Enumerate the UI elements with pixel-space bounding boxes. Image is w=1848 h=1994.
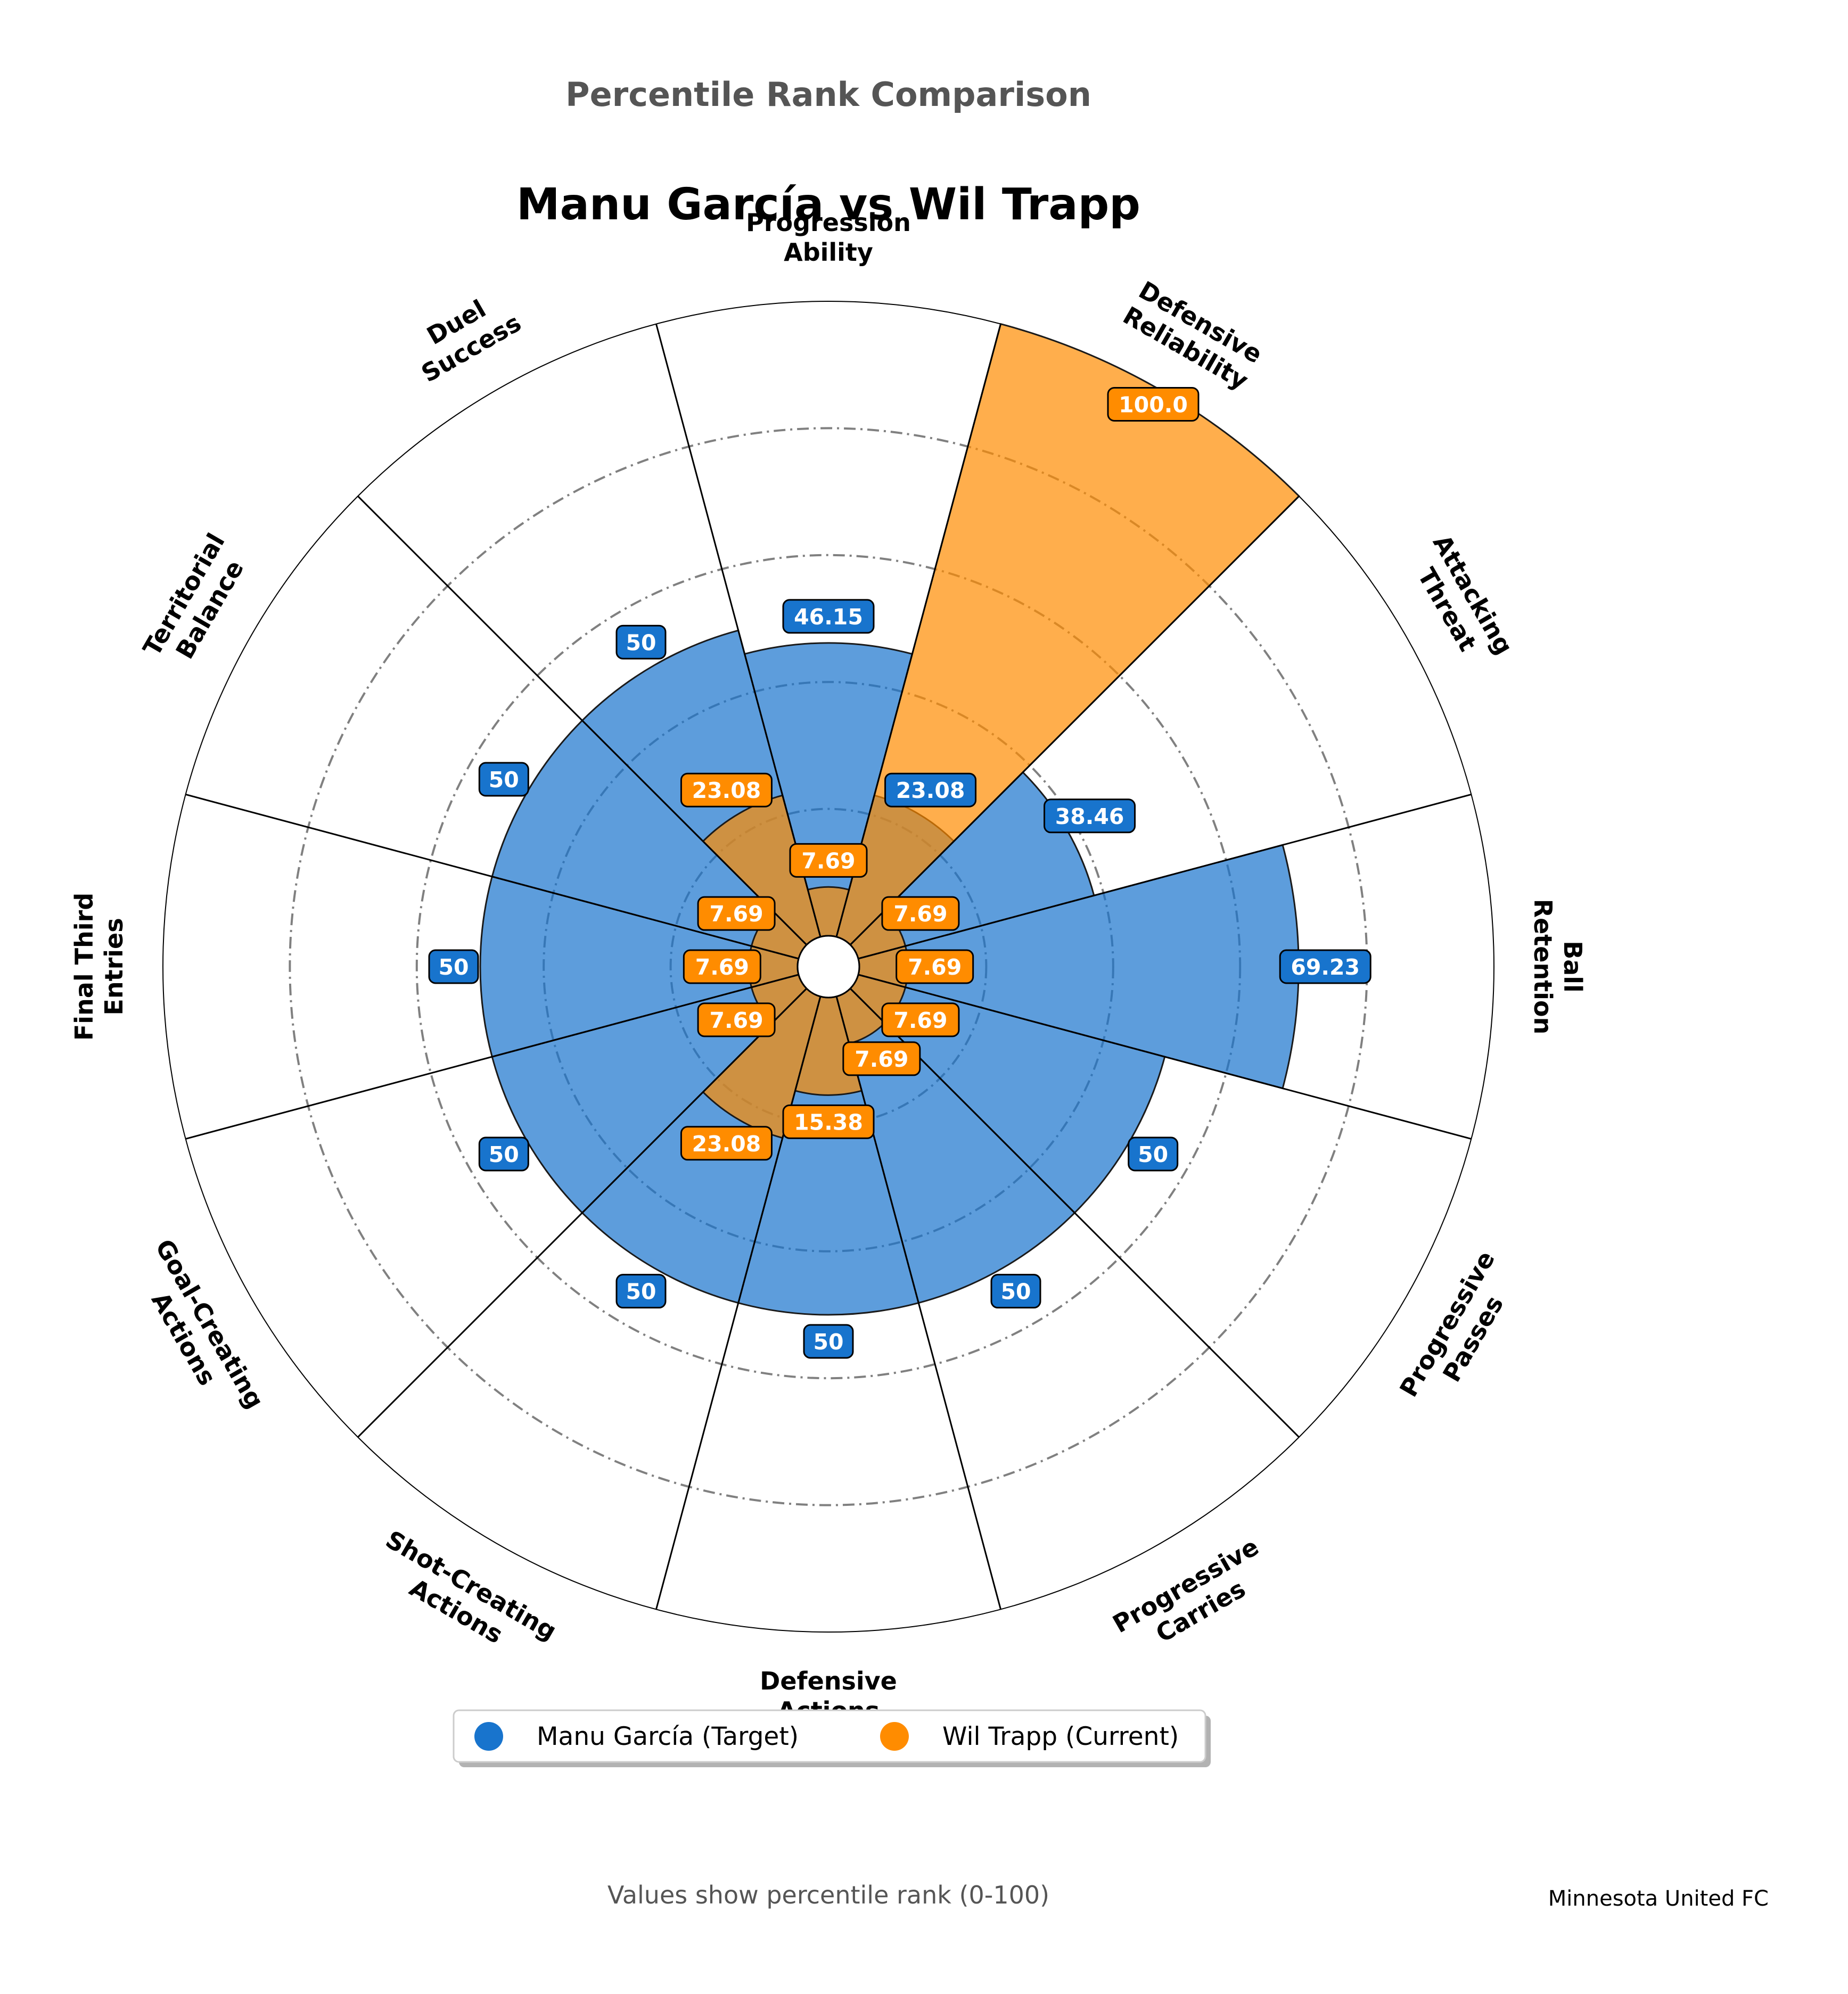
value-box-target-1 xyxy=(884,772,977,808)
value-label-current-11: 23.08 xyxy=(692,778,761,803)
polar-plot: Progression Ability DefensiveReliability At… xyxy=(70,208,1587,1725)
center-hole xyxy=(796,935,860,999)
legend-marker-target xyxy=(474,1722,503,1751)
value-box-target-5 xyxy=(990,1274,1041,1309)
spoke-5 xyxy=(835,996,1001,1610)
value-box-target-6 xyxy=(803,1324,854,1359)
chart-title: Manu García vs Wil Trapp xyxy=(516,179,1140,230)
legend-marker-current xyxy=(880,1722,909,1751)
spoke-7 xyxy=(357,987,808,1438)
spoke-3 xyxy=(858,974,1472,1140)
legend-label-target: Manu García (Target) xyxy=(537,1722,799,1751)
category-label-3: BallRetention xyxy=(1529,899,1587,1035)
footer-note: Values show percentile rank (0-100) xyxy=(607,1881,1049,1909)
value-box-target-2 xyxy=(1044,798,1136,834)
value-box-target-8 xyxy=(478,1136,529,1172)
value-box-target-10 xyxy=(478,762,529,797)
value-box-current-3 xyxy=(896,949,974,984)
value-label-current-2: 7.69 xyxy=(893,901,947,927)
value-label-target-9: 50 xyxy=(438,954,469,980)
value-box-current-7 xyxy=(680,1126,773,1161)
value-label-current-6: 15.38 xyxy=(794,1109,863,1135)
spoke-1 xyxy=(849,496,1300,946)
value-label-target-3: 69.23 xyxy=(1291,954,1360,980)
spoke-9 xyxy=(185,794,799,960)
value-box-current-8 xyxy=(697,1002,776,1037)
category-label-11: DuelSuccess xyxy=(401,282,526,388)
value-box-target-3 xyxy=(1279,949,1371,984)
value-box-current-0 xyxy=(789,843,868,878)
spoke-6 xyxy=(655,996,822,1610)
value-label-target-0: 46.15 xyxy=(794,604,863,630)
value-label-target-6: 50 xyxy=(813,1329,843,1355)
spoke-8 xyxy=(185,974,799,1140)
value-label-target-1: 23.08 xyxy=(896,778,965,803)
spoke-11 xyxy=(655,324,822,937)
value-box-current-4 xyxy=(881,1002,960,1037)
legend: Manu García (Target) Wil Trapp (Current) xyxy=(453,1709,1211,1767)
category-label-2: AttackingThreat xyxy=(1401,530,1518,674)
value-label-target-2: 38.46 xyxy=(1055,804,1124,829)
value-box-target-0 xyxy=(782,599,875,634)
value-box-current-2 xyxy=(881,896,960,931)
category-label-9: Final ThirdEntries xyxy=(70,893,128,1041)
value-label-current-9: 7.69 xyxy=(695,954,749,980)
value-box-current-10 xyxy=(697,896,776,931)
value-label-target-5: 50 xyxy=(1000,1279,1031,1305)
value-box-current-5 xyxy=(842,1041,921,1076)
value-label-current-0: 7.69 xyxy=(801,848,855,874)
value-label-current-1: 100.0 xyxy=(1119,392,1188,417)
spoke-2 xyxy=(858,794,1472,960)
value-box-target-4 xyxy=(1128,1136,1179,1172)
category-label-1: DefensiveReliability xyxy=(1118,275,1268,395)
value-label-current-4: 7.69 xyxy=(893,1008,947,1033)
value-label-current-7: 23.08 xyxy=(692,1131,761,1157)
value-label-target-11: 50 xyxy=(626,630,656,655)
value-label-current-5: 7.69 xyxy=(855,1047,908,1072)
credit-text: Minnesota United FC xyxy=(1548,1886,1769,1911)
spoke-10 xyxy=(357,496,808,946)
value-label-current-10: 7.69 xyxy=(709,901,763,927)
chart-suptitle: Percentile Rank Comparison xyxy=(565,75,1091,114)
value-box-current-9 xyxy=(683,949,761,984)
value-box-target-11 xyxy=(615,624,667,660)
value-label-target-10: 50 xyxy=(489,767,519,793)
value-label-target-4: 50 xyxy=(1138,1142,1168,1167)
legend-label-current: Wil Trapp (Current) xyxy=(942,1722,1179,1751)
value-box-target-9 xyxy=(428,949,479,984)
spoke-4 xyxy=(849,987,1300,1438)
legend-box xyxy=(453,1709,1206,1763)
value-label-current-3: 7.69 xyxy=(908,954,962,980)
spoke-0 xyxy=(835,324,1001,937)
value-box-current-6 xyxy=(782,1104,875,1139)
value-label-target-7: 50 xyxy=(626,1279,656,1305)
value-label-current-8: 7.69 xyxy=(709,1008,763,1033)
category-label-0: Progression Ability xyxy=(746,208,911,267)
value-box-current-11 xyxy=(680,772,773,808)
value-box-target-7 xyxy=(615,1274,667,1309)
category-label-10: TerritorialBalance xyxy=(137,528,256,675)
value-label-target-8: 50 xyxy=(489,1142,519,1167)
value-box-current-1 xyxy=(1107,386,1200,422)
